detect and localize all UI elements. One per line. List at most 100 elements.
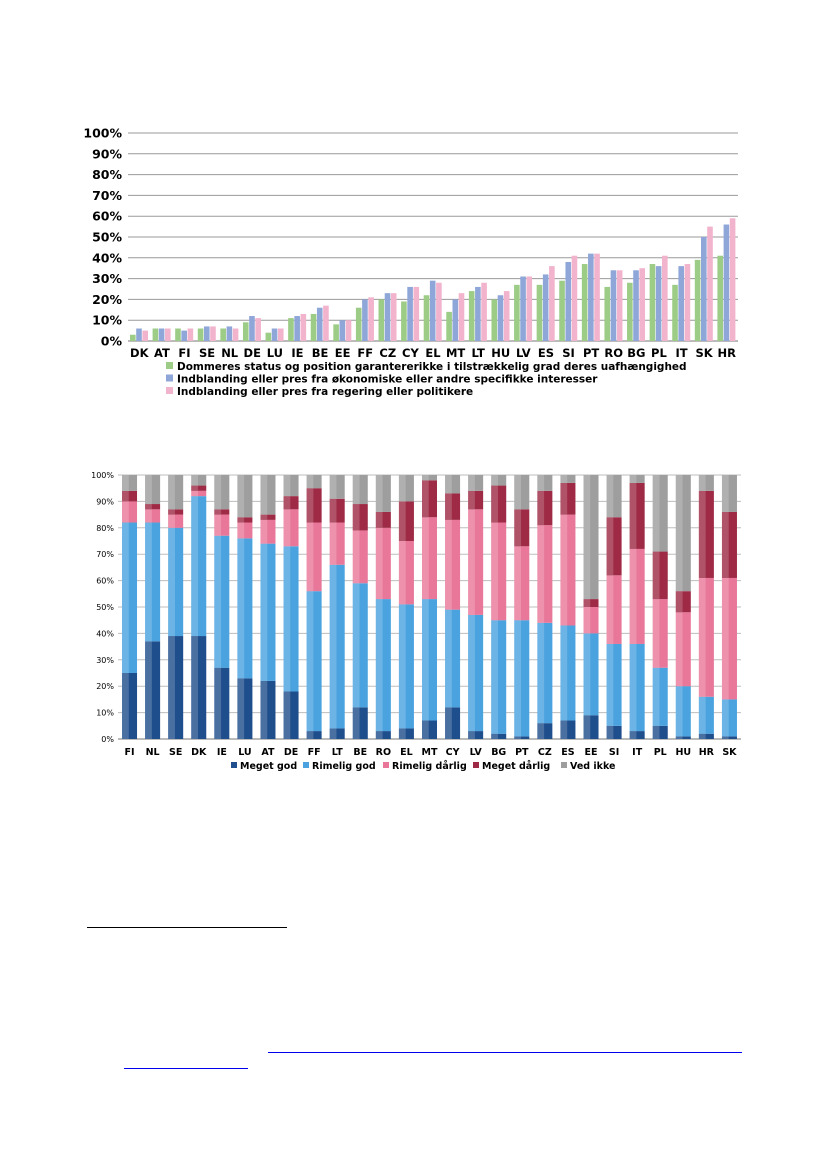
y-tick-label: 90% [92, 146, 122, 161]
bar-LT-series-3 [481, 282, 487, 341]
segment-highlight [468, 614, 475, 732]
stack-SI-3 [606, 575, 622, 644]
stack-SK-2 [721, 699, 737, 737]
stack-LV-2 [468, 614, 484, 732]
legend-label: Ved ikke [570, 761, 615, 772]
x-tick-label: SI [609, 747, 619, 758]
segment-highlight [537, 475, 545, 491]
bar-IT-series-3 [684, 264, 691, 341]
segment-highlight [560, 514, 568, 626]
stack-RO-3 [375, 527, 391, 600]
bar-SI-series-3 [571, 255, 578, 341]
stack-HU-5 [675, 475, 691, 592]
segment-highlight [375, 731, 383, 739]
segment-highlight [606, 475, 614, 518]
segment-highlight [445, 519, 452, 610]
x-tick-label: IE [217, 747, 227, 758]
x-tick-label: SK [696, 346, 714, 360]
segment-highlight [675, 736, 683, 739]
x-tick-label: SK [722, 747, 737, 758]
segment-highlight [214, 514, 222, 536]
stack-ES-5 [560, 475, 576, 483]
segment-highlight [422, 480, 429, 518]
stack-EE-2 [583, 633, 599, 716]
stack-HU-2 [675, 686, 691, 737]
segment-highlight [191, 490, 199, 497]
bar-LT-series-2 [475, 286, 481, 341]
stack-SE-1 [168, 636, 184, 739]
segment-highlight [422, 475, 429, 481]
segment-highlight [675, 612, 683, 687]
stack-BE-4 [352, 504, 368, 531]
segment-highlight [398, 475, 406, 502]
segment-highlight [698, 577, 706, 697]
stack-PT-4 [514, 509, 530, 547]
segment-highlight [283, 691, 291, 739]
stack-LT-4 [329, 498, 345, 523]
stack-SI-4 [606, 517, 622, 576]
bar-CZ-series-1 [378, 299, 385, 341]
bar-PL-series-1 [649, 264, 656, 341]
bar-LU-series-2 [271, 328, 278, 341]
stack-PL-3 [652, 599, 668, 668]
segment-highlight [491, 475, 498, 486]
footnote-link-underline[interactable] [268, 1052, 742, 1053]
segment-highlight [214, 667, 222, 739]
stack-MT-3 [422, 517, 437, 600]
segment-highlight [698, 475, 706, 491]
segment-highlight [145, 509, 152, 523]
stack-ES-4 [560, 482, 576, 515]
segment-highlight [537, 490, 545, 526]
segment-highlight [606, 517, 614, 576]
segment-highlight [537, 622, 545, 724]
segment-highlight [652, 599, 660, 668]
segment-PT-series-1 [514, 736, 530, 739]
y-tick-label: 0% [101, 334, 123, 349]
x-tick-label: BE [312, 346, 329, 360]
stack-RO-5 [375, 475, 391, 512]
stack-HU-4 [675, 591, 691, 613]
stack-RO-1 [375, 731, 391, 739]
segment-highlight [168, 636, 175, 739]
x-tick-label: NL [146, 747, 160, 758]
stack-SI-5 [606, 475, 622, 518]
footnote-link-underline-continued[interactable] [124, 1068, 248, 1069]
bar-PL-series-3 [662, 255, 668, 341]
segment-highlight [375, 599, 383, 732]
segment-highlight [468, 509, 475, 615]
bar-HR-series-3 [729, 218, 736, 341]
segment-highlight [237, 517, 245, 523]
stack-CZ-1 [537, 723, 553, 739]
bar-BG-series-1 [627, 282, 633, 341]
y-tick-label: 20% [96, 682, 114, 691]
stack-LV-1 [468, 731, 484, 739]
segment-highlight [352, 504, 360, 531]
stack-DE-3 [283, 509, 299, 547]
segment-highlight [560, 625, 568, 721]
stack-LT-5 [329, 475, 345, 499]
stack-FF-4 [306, 488, 322, 523]
stack-NL-2 [145, 522, 161, 642]
x-tick-label: MT [446, 346, 465, 360]
bar-CY-series-3 [413, 286, 420, 341]
segment-NL-series-4 [145, 504, 161, 510]
stack-IE-5 [214, 475, 230, 510]
segment-highlight [560, 482, 568, 515]
bar-SE-series-1 [197, 328, 204, 341]
segment-highlight [283, 546, 291, 692]
stack-FI-3 [122, 501, 138, 523]
segment-highlight [468, 731, 475, 739]
stack-EL-1 [398, 728, 414, 739]
bar-HU-series-1 [491, 299, 498, 341]
stack-FI-5 [122, 475, 138, 491]
x-tick-label: RO [604, 346, 623, 360]
bar-ES-series-3 [549, 266, 555, 341]
x-tick-label: PT [583, 346, 599, 360]
x-tick-label: FF [308, 747, 321, 758]
x-tick-label: CY [446, 747, 460, 758]
stack-BG-5 [491, 475, 507, 486]
bar-SI-series-1 [559, 280, 565, 341]
stack-BE-2 [352, 583, 368, 708]
x-tick-label: LT [472, 346, 485, 360]
x-tick-label: PL [654, 747, 667, 758]
